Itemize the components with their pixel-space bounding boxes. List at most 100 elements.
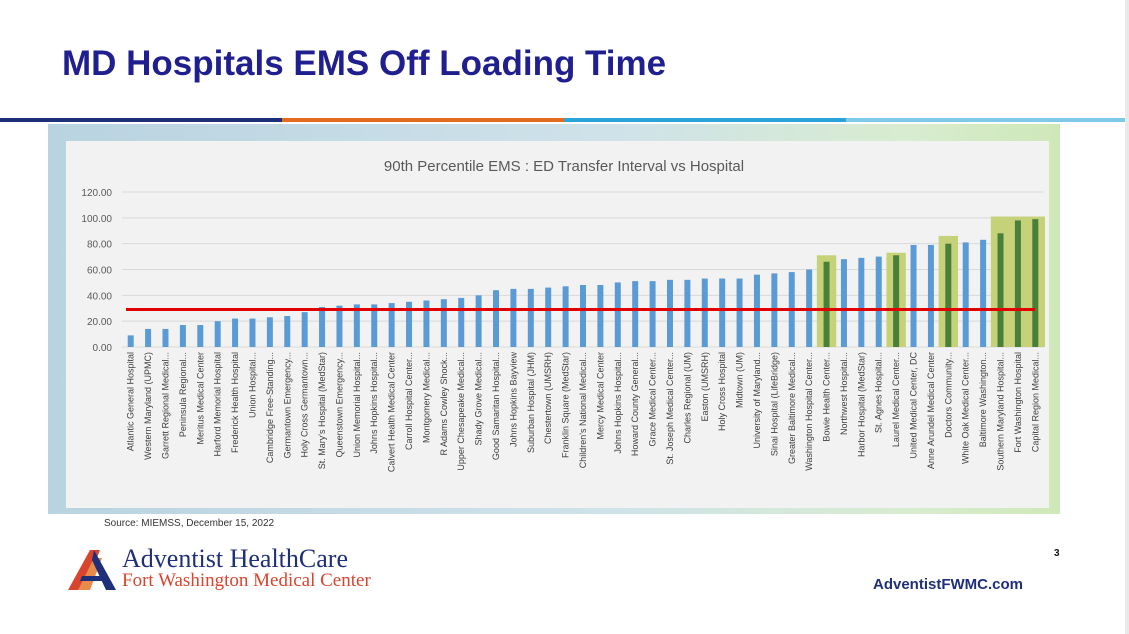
bar bbox=[840, 259, 847, 347]
chart-plot-area bbox=[66, 141, 1049, 508]
bar bbox=[145, 328, 152, 347]
x-tick-label: Shady Grove Medical... bbox=[474, 352, 484, 446]
x-tick-label: Cambridge Free-Standing... bbox=[265, 352, 275, 463]
bar bbox=[162, 328, 169, 347]
bar bbox=[562, 286, 569, 347]
x-tick-label: Doctors Community... bbox=[943, 352, 953, 438]
x-tick-label: Midtown (UM) bbox=[735, 352, 745, 408]
bar bbox=[179, 325, 186, 347]
bar bbox=[336, 305, 343, 347]
page-number: 3 bbox=[1054, 548, 1060, 559]
bar bbox=[858, 257, 865, 347]
bar bbox=[266, 317, 273, 347]
x-tick-label: Johns Hopkins Bayview bbox=[508, 352, 518, 448]
x-tick-label: University of Maryland... bbox=[752, 352, 762, 449]
x-tick-label: Harbor Hospital (MedStar) bbox=[856, 352, 866, 457]
x-tick-label: Union Memorial Hospital... bbox=[352, 352, 362, 458]
y-tick-label: 120.00 bbox=[81, 188, 112, 199]
x-tick-label: Franklin Square (MedStar) bbox=[561, 352, 571, 458]
bar bbox=[701, 278, 708, 347]
x-tick-label: Charles Regional (UM) bbox=[682, 352, 692, 444]
x-tick-label: Grace Medical Center... bbox=[648, 352, 658, 447]
x-tick-label: Easton (UMSRH) bbox=[700, 352, 710, 422]
bar bbox=[736, 278, 743, 347]
bar bbox=[927, 244, 934, 347]
x-tick-label: Greater Baltimore Medical... bbox=[787, 352, 797, 464]
x-tick-label: Laurel Medical Center... bbox=[891, 352, 901, 447]
x-tick-label: Western Maryland (UPMC) bbox=[143, 352, 153, 460]
slide-title: MD Hospitals EMS Off Loading Time bbox=[62, 44, 667, 83]
x-tick-label: Johns Hopkins Hospital... bbox=[369, 352, 379, 454]
bar bbox=[893, 255, 900, 347]
bar bbox=[1032, 219, 1039, 347]
divider-segment-light-blue bbox=[846, 118, 1129, 122]
bar bbox=[493, 290, 500, 347]
chart-title: 90th Percentile EMS : ED Transfer Interv… bbox=[384, 158, 744, 175]
site-url[interactable]: AdventistFWMC.com bbox=[873, 576, 1023, 593]
x-tick-label: Northwest Hospital... bbox=[839, 352, 849, 435]
x-tick-label: Calvert Health Medical Center bbox=[387, 352, 397, 472]
bar bbox=[1014, 220, 1021, 347]
title-divider bbox=[0, 118, 1129, 122]
x-tick-label: Howard County General... bbox=[630, 352, 640, 456]
adventist-a-logo-icon bbox=[68, 550, 116, 590]
x-tick-label: Carroll Hospital Center... bbox=[404, 352, 414, 450]
x-tick-label: Bowie Health Center... bbox=[822, 352, 832, 442]
y-tick-label: 60.00 bbox=[87, 266, 112, 277]
bar bbox=[962, 242, 969, 347]
x-tick-label: Germantown Emergency... bbox=[282, 352, 292, 458]
bar bbox=[580, 285, 586, 347]
x-tick-label: Garrett Regional Medical... bbox=[160, 352, 170, 459]
bar bbox=[945, 243, 952, 347]
bar bbox=[301, 312, 308, 347]
x-tick-label: Holy Cross Germantown... bbox=[300, 352, 310, 458]
x-tick-label: Good Samaritan Hospital... bbox=[491, 352, 501, 460]
divider-segment-navy bbox=[0, 118, 282, 122]
bar bbox=[475, 295, 482, 347]
x-tick-label: Atlantic General Hospital bbox=[126, 352, 136, 451]
bar bbox=[545, 287, 552, 347]
x-tick-label: Johns Hopkins Hospital... bbox=[613, 352, 623, 454]
bar bbox=[510, 288, 517, 347]
x-tick-label: Sinai Hospital (LifeBridge) bbox=[769, 352, 779, 456]
bar bbox=[614, 282, 621, 347]
brand-subtitle: Fort Washington Medical Center bbox=[122, 570, 371, 591]
bar bbox=[319, 306, 326, 347]
bar bbox=[684, 279, 691, 347]
bar bbox=[719, 278, 726, 347]
y-tick-label: 100.00 bbox=[81, 214, 112, 225]
bar bbox=[597, 285, 604, 347]
bar bbox=[423, 300, 430, 347]
y-tick-label: 80.00 bbox=[87, 240, 112, 251]
x-tick-label: White Oak Medical Center... bbox=[961, 352, 971, 464]
divider-segment-orange bbox=[282, 118, 564, 122]
x-tick-label: Harford Memorial Hospital bbox=[213, 352, 223, 457]
x-tick-label: Upper Chesapeake Medical... bbox=[456, 352, 466, 471]
y-tick-label: 20.00 bbox=[87, 317, 112, 328]
bar bbox=[823, 261, 830, 347]
y-tick-label: 40.00 bbox=[87, 291, 112, 302]
bar bbox=[875, 256, 882, 347]
bar bbox=[249, 318, 256, 347]
y-tick-label: 0.00 bbox=[93, 343, 113, 354]
bar bbox=[371, 304, 378, 347]
x-tick-label: United Medical Center, DC bbox=[909, 352, 919, 459]
x-tick-label: Frederick Health Hospital bbox=[230, 352, 240, 453]
bar bbox=[440, 299, 447, 347]
x-tick-label: Union Hospital... bbox=[247, 352, 257, 418]
brand-name: Adventist HealthCare bbox=[122, 544, 348, 573]
bar bbox=[632, 281, 639, 347]
bar bbox=[284, 316, 291, 347]
bar bbox=[406, 301, 413, 347]
x-tick-label: Capital Region Medical... bbox=[1030, 352, 1040, 452]
bar bbox=[997, 233, 1004, 347]
bar bbox=[197, 325, 204, 347]
x-tick-label: Anne Arundel Medical Center bbox=[926, 352, 936, 469]
x-tick-label: Suburban Hospital (JHM) bbox=[526, 352, 536, 453]
x-tick-label: Southern Maryland Hospital... bbox=[996, 352, 1006, 471]
bar bbox=[910, 244, 917, 347]
bar bbox=[980, 239, 987, 347]
x-tick-label: R Adams Cowley Shock... bbox=[439, 352, 449, 456]
divider-segment-blue bbox=[564, 118, 846, 122]
